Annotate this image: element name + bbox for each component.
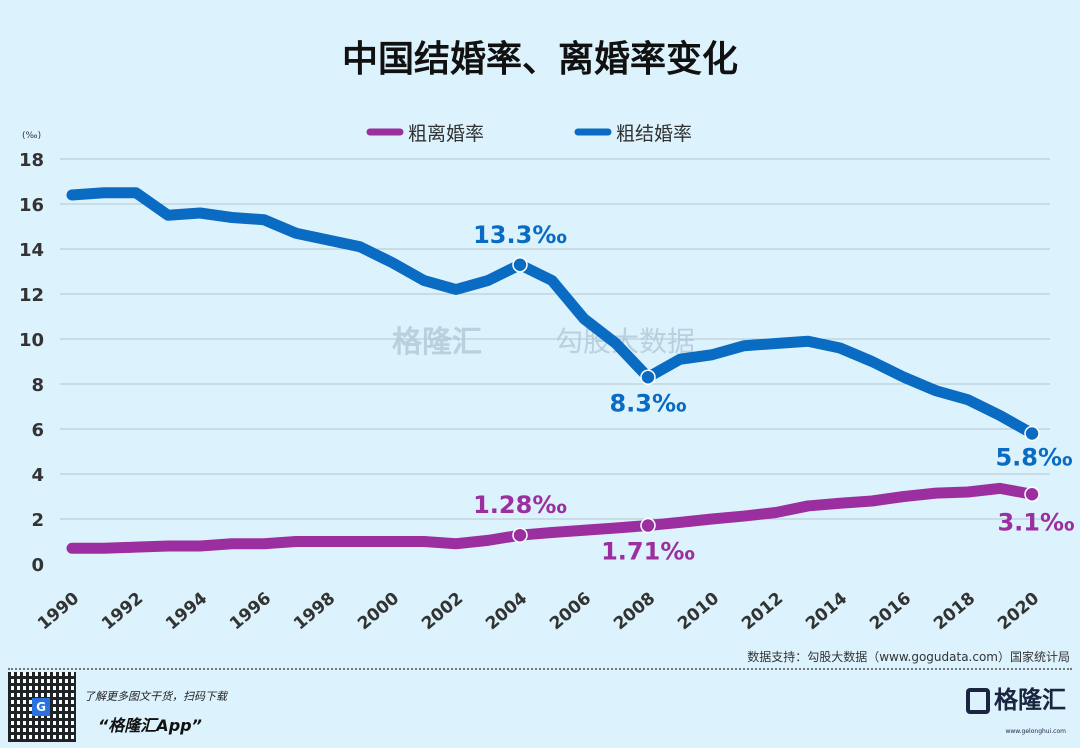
y-tick-label: 14 [19,240,44,261]
x-tick-label: 2012 [738,589,787,635]
divider [8,668,1072,670]
x-tick-label: 2010 [674,588,723,634]
y-tick-label: 0 [31,555,44,576]
data-label: 5.8‰ [995,444,1073,472]
x-tick-label: 1996 [226,589,275,635]
line-chart: (‰) 0 2 4 6 8 10 12 14 16 18 1990 1992 1994 1996 1998 20… [19,123,1075,635]
data-label: 1.71‰ [601,538,695,566]
promo-text: 了解更多图文干货，扫码下载 [84,690,227,703]
brand-logo: 格隆汇 [966,686,1066,714]
x-tick-label: 1992 [98,589,147,635]
data-point-marker [640,517,656,534]
x-tick-label: 1994 [162,588,211,634]
data-point-marker [512,527,528,543]
y-axis-unit: (‰) [22,131,41,141]
data-label: 1.28‰ [473,491,567,519]
y-tick-label: 10 [19,330,44,351]
app-name: “格隆汇App” [98,716,202,735]
y-tick-label: 18 [19,150,44,171]
y-tick-label: 8 [31,375,44,396]
series-line-divorce [66,482,1038,554]
y-tick-label: 6 [31,420,44,441]
data-point-marker [1024,486,1040,502]
data-point-marker [1024,425,1040,442]
x-tick-label: 1998 [290,589,339,635]
y-tick-label: 2 [31,510,44,531]
logo-text: 格隆汇 [994,686,1066,714]
x-tick-label: 1990 [34,588,83,634]
y-tick-label: 4 [31,465,44,486]
y-tick-label: 16 [19,195,44,216]
series-line-marriage [66,187,1038,439]
data-point-marker [512,257,528,273]
logo-g-icon [966,688,990,714]
data-label: 3.1‰ [997,508,1075,536]
data-point-marker [640,369,656,385]
x-tick-label: 2004 [482,588,531,634]
logo-url: www.gelonghui.com [1005,728,1066,735]
x-tick-label: 2016 [866,589,915,635]
data-source: 数据支持：勾股大数据（www.gogudata.com）国家统计局 [747,650,1070,664]
qr-logo-icon: G [32,698,50,716]
x-tick-label: 2020 [994,588,1043,634]
watermark-brand: 格隆汇 [392,325,482,360]
x-tick-label: 2002 [418,589,467,635]
y-tick-label: 12 [19,285,44,306]
legend-label: 粗离婚率 [408,123,484,145]
data-label: 13.3‰ [473,221,567,249]
x-tick-label: 2006 [546,589,595,635]
x-tick-label: 2014 [802,588,851,634]
x-tick-label: 2000 [354,588,403,634]
legend-label: 粗结婚率 [616,123,692,145]
chart-title: 中国结婚率、离婚率变化 [341,39,738,80]
data-label: 8.3‰ [609,389,687,417]
x-tick-label: 2018 [930,589,979,635]
x-tick-label: 2008 [610,589,659,635]
